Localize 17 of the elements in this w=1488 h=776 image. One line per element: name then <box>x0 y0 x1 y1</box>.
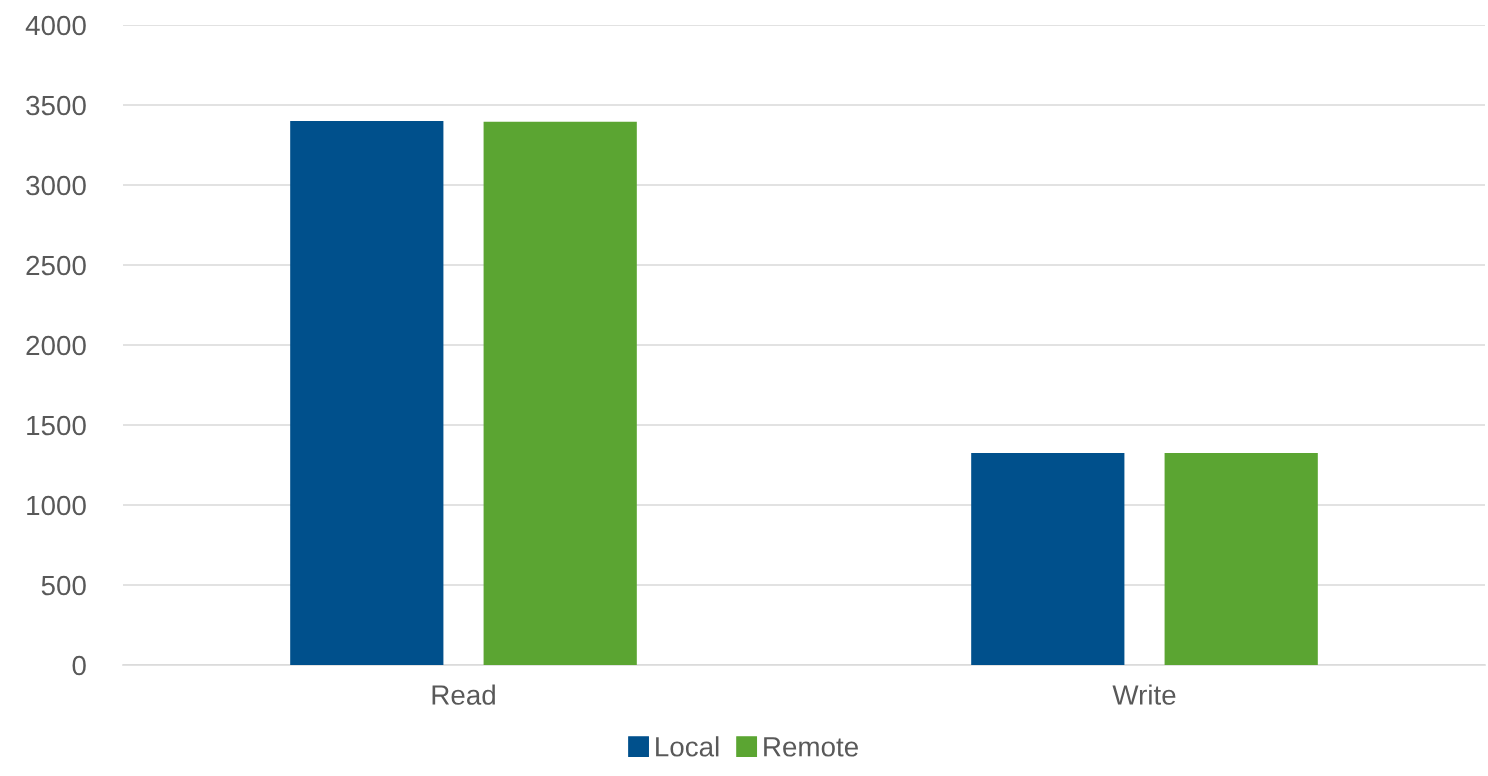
x-tick-label: Read <box>432 684 495 705</box>
bar <box>290 121 444 665</box>
y-tick-label: 500 <box>41 575 86 596</box>
y-tick-label: 2500 <box>26 255 86 276</box>
bar <box>1164 453 1318 665</box>
y-tick-label: 1500 <box>27 415 86 436</box>
legend-label: Local <box>656 736 719 757</box>
y-tick-label: 1000 <box>27 495 86 516</box>
bar <box>971 453 1125 665</box>
legend-label: Remote <box>764 737 858 757</box>
y-tick-label: 3000 <box>26 175 86 196</box>
y-tick-label: 0 <box>72 655 86 676</box>
bar <box>483 121 637 665</box>
y-tick-label: 4000 <box>25 15 86 36</box>
y-tick-label: 3500 <box>26 95 86 116</box>
x-tick-label: Write <box>1112 684 1176 705</box>
y-tick-label: 2000 <box>26 335 86 356</box>
